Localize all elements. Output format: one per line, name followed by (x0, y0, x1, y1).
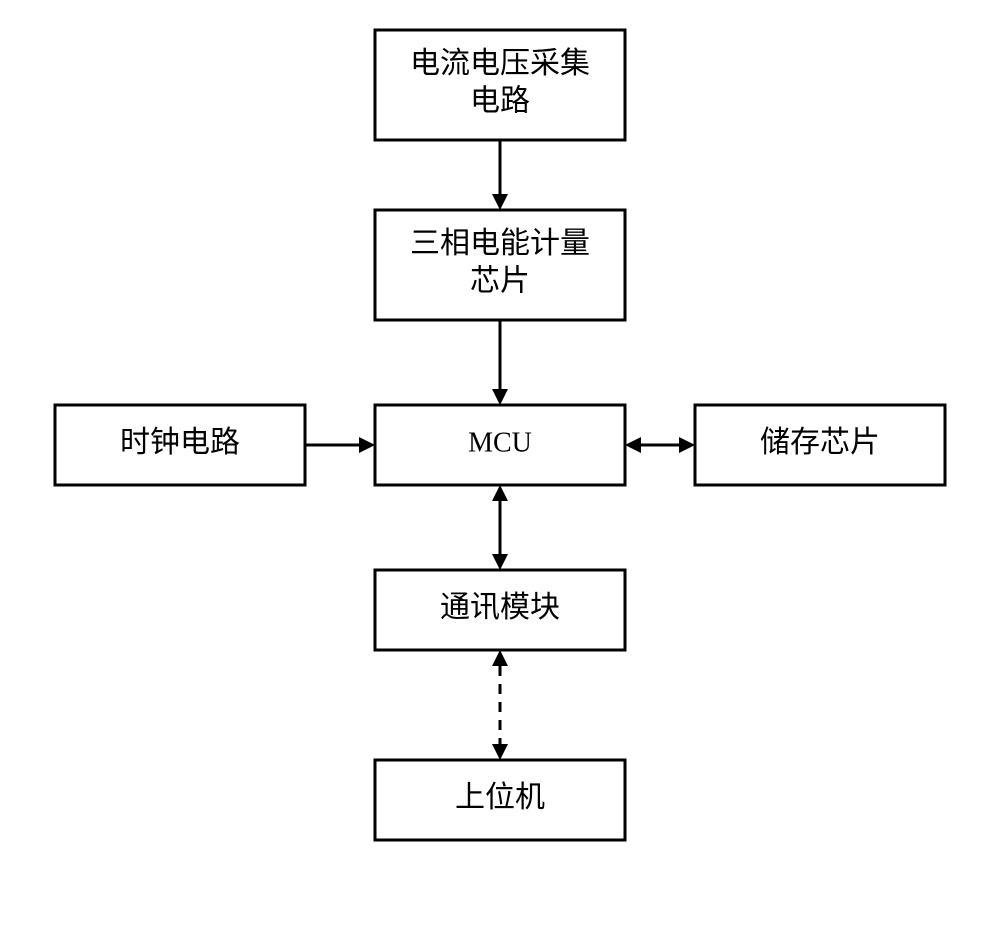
node-clock-label: 时钟电路 (120, 426, 240, 459)
edge-mcu-store (625, 437, 695, 453)
node-meter: 三相电能计量芯片 (375, 210, 625, 320)
node-host: 上位机 (375, 760, 625, 840)
node-meter-label: 芯片 (470, 265, 530, 298)
node-store-label: 储存芯片 (760, 426, 880, 459)
edge-mcu-comm (492, 485, 508, 570)
node-acq-label: 电流电压采集 (410, 47, 590, 80)
edge-acq-meter (492, 140, 508, 210)
node-comm-label: 通讯模块 (440, 591, 560, 624)
node-meter-label: 三相电能计量 (410, 227, 590, 260)
flowchart-diagram: 电流电压采集电路三相电能计量芯片时钟电路MCU储存芯片通讯模块上位机 (0, 0, 1000, 940)
node-mcu: MCU (375, 405, 625, 485)
edge-comm-host (492, 650, 508, 760)
edge-clock-mcu (305, 437, 375, 453)
node-host-label: 上位机 (455, 781, 545, 814)
node-acq-label: 电路 (470, 85, 530, 118)
node-acq: 电流电压采集电路 (375, 30, 625, 140)
edge-meter-mcu (492, 320, 508, 405)
node-store: 储存芯片 (695, 405, 945, 485)
node-comm: 通讯模块 (375, 570, 625, 650)
node-mcu-label: MCU (468, 427, 532, 458)
node-clock: 时钟电路 (55, 405, 305, 485)
